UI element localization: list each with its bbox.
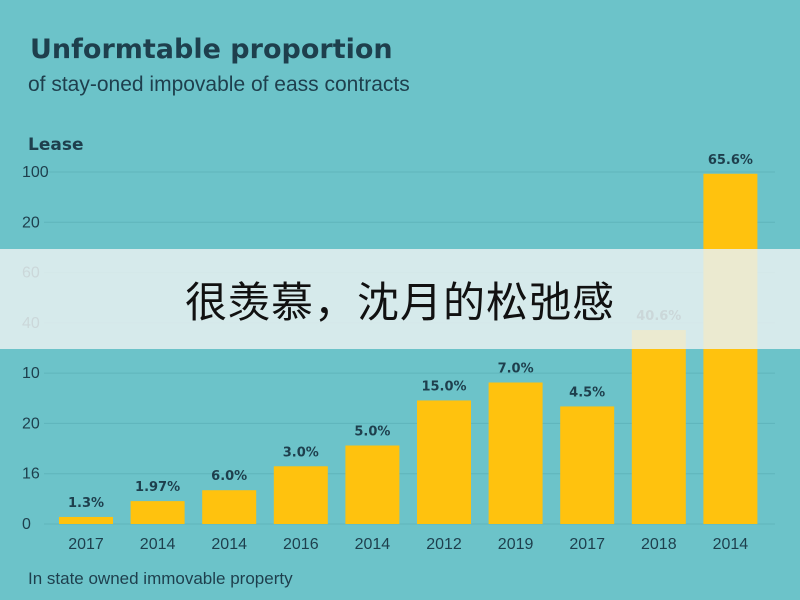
- x-tick-label: 2018: [641, 536, 677, 553]
- x-tick-label: 2019: [498, 536, 534, 553]
- chart-subtitle: of stay-oned impovable of eass contracts: [28, 73, 410, 96]
- x-axis-ticks: 2017 2014 2014 2016 2014 2012 2019 2017 2018 2014: [68, 536, 748, 553]
- data-label: 5.0%: [354, 425, 390, 440]
- x-tick-label: 2012: [426, 536, 462, 553]
- bar: [59, 516, 113, 524]
- data-label: 4.5%: [569, 385, 605, 400]
- x-tick-label: 2017: [569, 536, 605, 553]
- x-tick-label: 2014: [211, 536, 247, 553]
- bar: [488, 382, 543, 524]
- data-label: 1.97%: [135, 480, 180, 495]
- x-tick-label: 2014: [140, 536, 176, 553]
- data-label: 7.0%: [498, 361, 534, 376]
- bar: [417, 400, 471, 524]
- bar: [202, 490, 257, 524]
- bar: [130, 501, 185, 524]
- y-axis-label: Lease: [28, 135, 83, 155]
- y-tick-label: 16: [22, 466, 40, 483]
- bar: [631, 330, 686, 524]
- y-tick-label: 100: [22, 164, 49, 181]
- bar: [345, 445, 400, 524]
- data-label: 1.3%: [68, 496, 104, 511]
- data-label: 15.0%: [421, 379, 466, 394]
- caption-banner: 很羡慕，沈月的松弛感: [0, 249, 800, 349]
- y-tick-label: 20: [22, 214, 40, 231]
- y-tick-label: 20: [22, 415, 40, 432]
- y-tick-label: 0: [22, 516, 31, 533]
- data-label: 3.0%: [283, 445, 319, 460]
- x-tick-label: 2016: [283, 536, 319, 553]
- data-label: 65.6%: [708, 153, 753, 168]
- bar: [273, 466, 328, 524]
- x-tick-label: 2014: [713, 536, 749, 553]
- x-tick-label: 2017: [68, 536, 104, 553]
- x-tick-label: 2014: [355, 536, 391, 553]
- chart-footer-note: In state owned immovable property: [28, 569, 293, 588]
- chart-title: Unformtable proportion: [30, 34, 393, 65]
- y-tick-label: 10: [22, 365, 40, 382]
- bar: [560, 406, 615, 524]
- caption-text: 很羡慕，沈月的松弛感: [184, 277, 615, 327]
- data-label: 6.0%: [211, 469, 247, 484]
